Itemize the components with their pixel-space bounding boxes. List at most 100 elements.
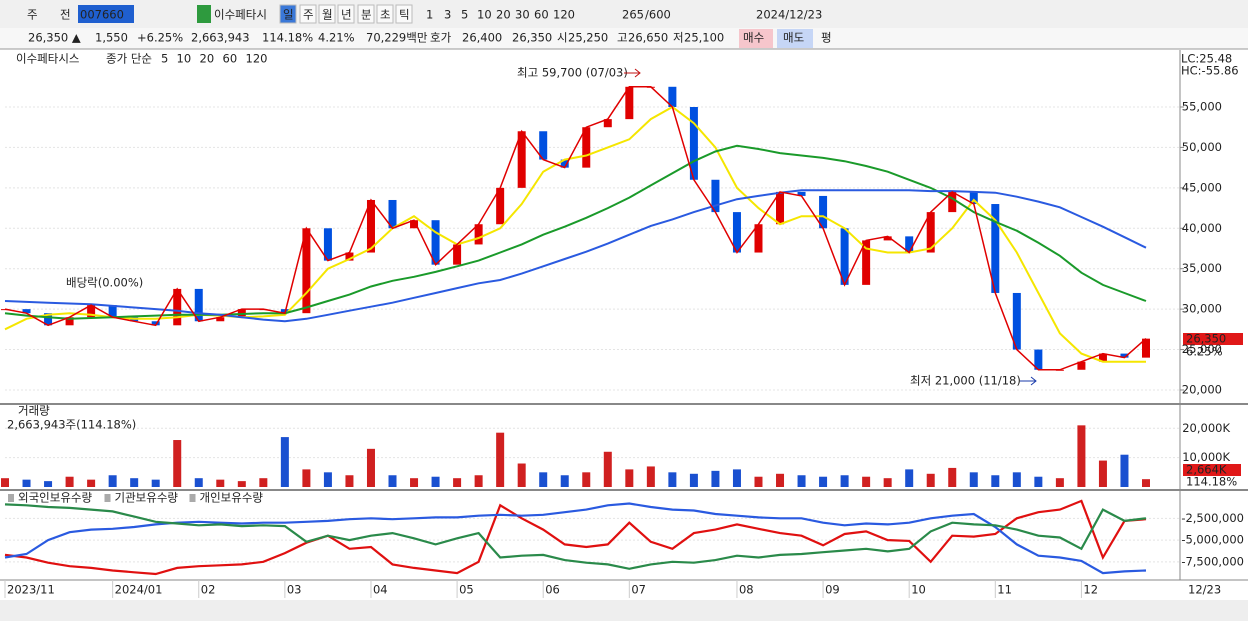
y-tick-label: 45,000 xyxy=(1182,180,1222,194)
volume-bar xyxy=(776,473,785,487)
candle xyxy=(754,224,763,253)
candle xyxy=(302,228,311,314)
legend-entry: 120 xyxy=(246,52,268,66)
candle xyxy=(1142,338,1150,358)
last-rate: 6.25% xyxy=(1186,345,1223,359)
volume-bar xyxy=(991,475,1000,487)
candle xyxy=(1034,349,1043,370)
y-tick-label: 30,000 xyxy=(1182,302,1222,316)
volume-bar xyxy=(366,448,375,487)
quote-price: 26,350 ▲ xyxy=(28,31,81,45)
unit: 10 xyxy=(477,8,492,22)
candle xyxy=(883,236,892,241)
volume-bar xyxy=(711,470,720,487)
x-tick-label: 05 xyxy=(459,583,474,597)
volume-bar xyxy=(582,472,591,487)
volume-bar xyxy=(926,473,935,487)
period: 틱 xyxy=(399,8,410,22)
volume-bar xyxy=(905,469,914,487)
unit: 3 xyxy=(444,8,451,22)
buy-button[interactable] xyxy=(739,29,773,48)
y-tick-label: 50,000 xyxy=(1182,140,1222,154)
low-note: 최저 21,000 (11/18) xyxy=(910,374,1021,388)
volume-bar xyxy=(539,472,548,487)
volume-bar xyxy=(431,476,440,487)
candle xyxy=(431,220,440,265)
code-box[interactable] xyxy=(78,5,134,23)
x-tick-label: 06 xyxy=(545,583,560,597)
period: 년 xyxy=(341,8,352,22)
volume-bar xyxy=(151,479,160,487)
sell-button[interactable] xyxy=(777,29,813,48)
period-button[interactable] xyxy=(357,4,375,24)
quote-ask: 26,400 xyxy=(462,31,502,45)
volume-bar xyxy=(410,478,419,487)
volume-bar xyxy=(797,475,806,487)
candle xyxy=(108,305,117,318)
candle xyxy=(1120,353,1129,358)
volume-bar xyxy=(969,472,978,487)
unit: 5 xyxy=(461,8,468,22)
candle xyxy=(797,191,806,196)
x-tick-label: 2023/11 xyxy=(7,583,55,597)
period-active[interactable] xyxy=(280,5,296,23)
period-button[interactable] xyxy=(337,4,355,24)
volume-bar xyxy=(1120,454,1129,487)
price-tag xyxy=(1183,333,1243,345)
period-button[interactable] xyxy=(395,4,413,24)
volume-bar xyxy=(1098,460,1107,487)
candle xyxy=(1012,292,1021,350)
quote-bid-label: 호가 xyxy=(430,31,452,45)
unit: 120 xyxy=(553,8,575,22)
volume-bar xyxy=(474,475,483,487)
x-tick-label: 03 xyxy=(287,583,302,597)
x-tick-label: 09 xyxy=(825,583,840,597)
quote-vol-rate: 114.18% xyxy=(262,31,313,45)
candle xyxy=(840,228,849,285)
label: 주 xyxy=(27,8,38,22)
period-button[interactable] xyxy=(279,4,297,24)
volume-bar xyxy=(302,469,311,487)
volume-bar xyxy=(1142,479,1150,487)
period-button[interactable] xyxy=(318,4,336,24)
label: 2024/12/23 xyxy=(756,8,822,22)
quote-low: 25,100 xyxy=(684,31,724,45)
volume-bar xyxy=(323,472,332,487)
scrollbar[interactable] xyxy=(0,600,1248,621)
volume-bar xyxy=(517,463,526,487)
period-button[interactable] xyxy=(299,4,317,24)
y-tick-label: 35,000 xyxy=(1182,261,1222,275)
legend-entry: 외국인보유수량 xyxy=(18,491,92,505)
volume-bar xyxy=(1077,425,1086,487)
candle xyxy=(668,86,677,108)
candle xyxy=(216,317,225,322)
y-tick-label: -2,500,000 xyxy=(1181,511,1244,525)
legend-swatch xyxy=(104,494,111,502)
volume-bar xyxy=(173,440,182,487)
new-button[interactable] xyxy=(197,5,211,23)
volume-bar xyxy=(130,478,139,487)
unit: 1 xyxy=(426,8,433,22)
quote-open-label: 시 xyxy=(557,31,568,45)
volume-bar xyxy=(1,478,9,487)
candle xyxy=(517,131,526,188)
quote-buy: 매수 xyxy=(743,31,764,45)
candle xyxy=(819,195,828,229)
volume-bar xyxy=(560,475,569,487)
legend-entry: 기관보유수량 xyxy=(115,491,179,505)
candle xyxy=(969,191,978,205)
volume-bar xyxy=(216,479,225,487)
volume-bar xyxy=(22,479,31,487)
candle xyxy=(173,288,182,326)
period-button[interactable] xyxy=(376,4,394,24)
volume-bar xyxy=(259,478,268,487)
volume-bar xyxy=(453,478,462,487)
volume-bar xyxy=(496,432,505,487)
panel-title: 거래량 xyxy=(18,404,50,418)
x-tick-label: 04 xyxy=(373,583,388,597)
label: /600 xyxy=(645,8,671,22)
quote-change: 1,550 xyxy=(95,31,128,45)
line xyxy=(4,499,1147,576)
candle xyxy=(194,288,203,322)
x-tick-label: 08 xyxy=(739,583,754,597)
